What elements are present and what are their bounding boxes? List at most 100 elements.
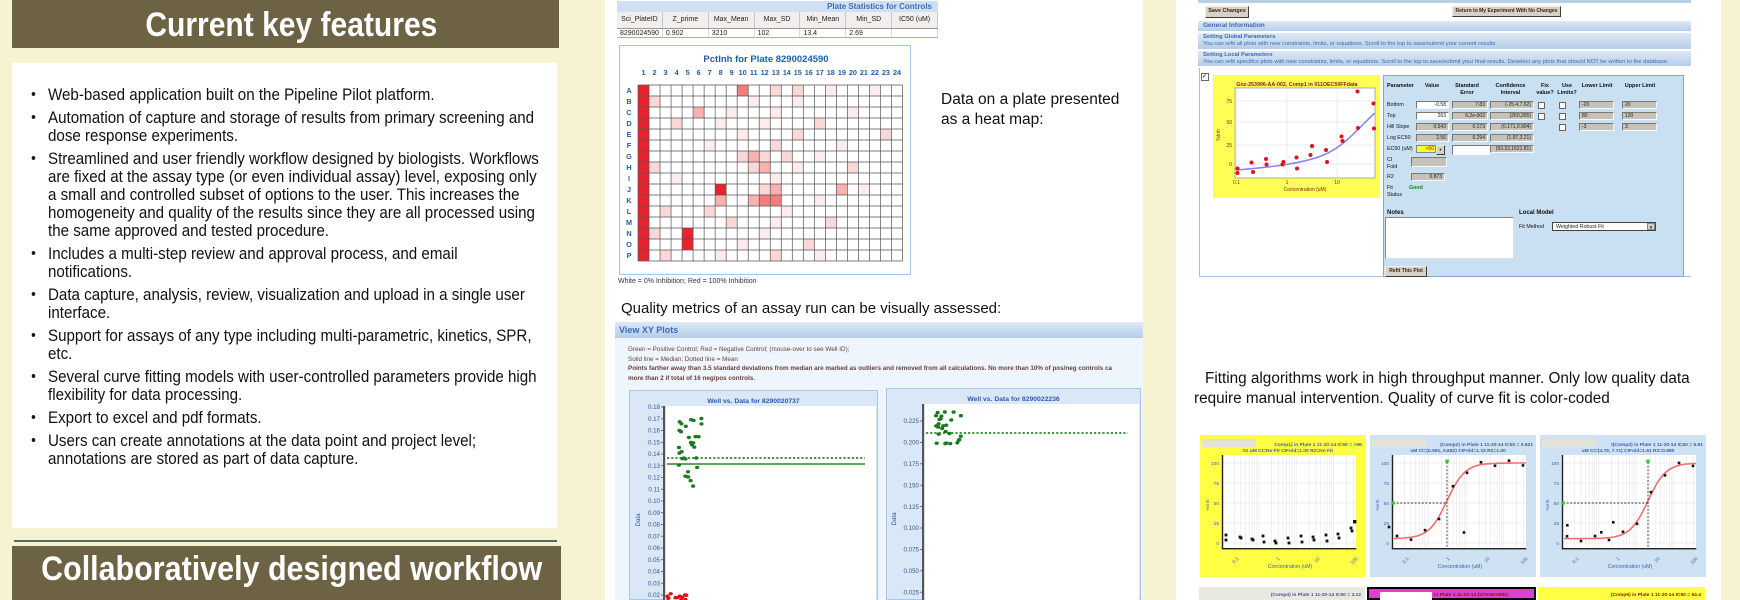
- svg-text:0.125: 0.125: [904, 504, 920, 511]
- svg-text:Comp1) in Plate 1 11-20-14 IC5: Comp1) in Plate 1 11-20-14 IC50 = >99.: [1274, 442, 1363, 448]
- svg-text:0.200: 0.200: [904, 440, 920, 447]
- svg-text:0.15: 0.15: [648, 440, 661, 447]
- svg-text:0.150: 0.150: [904, 482, 920, 489]
- svg-text:0: 0: [1216, 541, 1219, 547]
- svg-text:0.100: 0.100: [904, 525, 920, 532]
- svg-text:M: M: [626, 218, 632, 227]
- svg-text:%Inh: %Inh: [1545, 499, 1551, 510]
- svg-text:100: 100: [1211, 461, 1219, 467]
- svg-text:100: 100: [1551, 461, 1559, 467]
- svg-text:4: 4: [675, 68, 680, 77]
- svg-text:100: 100: [1381, 461, 1389, 467]
- svg-text:20: 20: [849, 68, 857, 77]
- svg-text:0.18: 0.18: [648, 404, 661, 411]
- svg-text:75: 75: [1214, 481, 1220, 487]
- svg-text:19: 19: [838, 68, 846, 77]
- svg-text:%Inh: %Inh: [1216, 129, 1222, 141]
- svg-text:01 uM CI=No Fit CIFold=1.00 R2: 01 uM CI=No Fit CIFold=1.00 R2=No Fit: [1243, 448, 1333, 454]
- svg-text:t(Comp3) in Plate 1 11-20-14 I: t(Comp3) in Plate 1 11-20-14 IC50 = 5.91: [1611, 442, 1703, 448]
- svg-text:0.12: 0.12: [648, 475, 661, 482]
- svg-text:Data: Data: [635, 513, 642, 527]
- svg-text:I: I: [628, 174, 630, 183]
- svg-text:H: H: [626, 163, 631, 172]
- svg-text:18: 18: [827, 68, 835, 77]
- svg-text:14: 14: [783, 68, 792, 77]
- svg-text:0.1: 0.1: [1231, 556, 1240, 565]
- svg-text:0.075: 0.075: [904, 547, 920, 554]
- svg-text:10: 10: [1483, 556, 1491, 564]
- svg-text:10: 10: [739, 68, 747, 77]
- svg-text:Gnz-253996-AA-002, Comp1 in 01: Gnz-253996-AA-002, Comp1 in 011OEC50FFda…: [1236, 82, 1357, 88]
- svg-text:PctInh for Plate 8290024590: PctInh for Plate 8290024590: [703, 54, 828, 65]
- svg-text:16: 16: [805, 68, 813, 77]
- svg-text:0.1: 0.1: [1401, 556, 1410, 565]
- svg-text:50: 50: [1226, 120, 1232, 126]
- svg-text:17: 17: [816, 68, 824, 77]
- svg-text:1: 1: [1286, 180, 1289, 186]
- svg-text:10: 10: [1334, 180, 1340, 186]
- svg-text:25: 25: [1554, 521, 1560, 527]
- svg-text:Concentration (uM): Concentration (uM): [1284, 187, 1327, 193]
- svg-text:0.050: 0.050: [904, 568, 920, 575]
- svg-text:3: 3: [663, 68, 667, 77]
- svg-text:uM CI=(0.591, 0.682) CIFold=1.: uM CI=(0.591, 0.682) CIFold=1.15 R2=1.00: [1410, 448, 1506, 454]
- svg-text:Concentration (uM): Concentration (uM): [1438, 564, 1483, 570]
- svg-text:0.02: 0.02: [648, 592, 661, 599]
- svg-text:0: 0: [1386, 541, 1389, 547]
- svg-text:F: F: [627, 141, 632, 150]
- svg-text:0.14: 0.14: [648, 451, 661, 458]
- svg-text:0.025: 0.025: [904, 589, 920, 596]
- svg-text:J: J: [627, 185, 631, 194]
- svg-text:B: B: [626, 97, 631, 106]
- svg-text:9: 9: [730, 68, 734, 77]
- svg-text:0.10: 0.10: [648, 498, 661, 505]
- svg-text:1: 1: [1275, 556, 1281, 562]
- svg-text:13: 13: [772, 68, 780, 77]
- svg-text:75: 75: [1554, 481, 1560, 487]
- svg-text:0: 0: [1229, 162, 1232, 168]
- svg-text:0.08: 0.08: [648, 522, 661, 529]
- svg-text:12: 12: [761, 68, 769, 77]
- svg-text:Concentration (uM): Concentration (uM): [1608, 564, 1653, 570]
- svg-text:Concentration (uM): Concentration (uM): [1268, 564, 1313, 570]
- svg-text:0.16: 0.16: [648, 428, 661, 435]
- svg-text:A: A: [626, 86, 632, 95]
- svg-text:50: 50: [1554, 501, 1560, 507]
- svg-text:G: G: [626, 152, 632, 161]
- svg-text:1: 1: [641, 68, 645, 77]
- svg-text:5: 5: [686, 68, 690, 77]
- svg-text:0.03: 0.03: [648, 580, 661, 587]
- svg-text:P: P: [627, 251, 632, 260]
- svg-text:100: 100: [1350, 556, 1360, 566]
- svg-text:75: 75: [1384, 481, 1390, 487]
- svg-text:10: 10: [1313, 556, 1321, 564]
- svg-text:25: 25: [1226, 143, 1232, 149]
- svg-text:D: D: [626, 119, 631, 128]
- svg-text:0.175: 0.175: [904, 461, 920, 468]
- svg-text:O: O: [626, 240, 632, 249]
- svg-text:50: 50: [1214, 501, 1220, 507]
- svg-text:0: 0: [1556, 541, 1559, 547]
- svg-text:2: 2: [652, 68, 656, 77]
- svg-text:50: 50: [1384, 501, 1390, 507]
- svg-text:uM CI=(4.79, 7.71) CIFold=1.61: uM CI=(4.79, 7.71) CIFold=1.61 R2=0.980: [1582, 448, 1675, 454]
- svg-text:Well vs. Data for 8290020737: Well vs. Data for 8290020737: [707, 398, 800, 405]
- svg-text:Data: Data: [891, 512, 898, 526]
- svg-text:N: N: [626, 229, 631, 238]
- svg-text:8: 8: [719, 68, 723, 77]
- svg-text:7: 7: [708, 68, 712, 77]
- svg-text:0.06: 0.06: [648, 545, 661, 552]
- svg-text:75: 75: [1226, 99, 1232, 105]
- svg-text:(Comp2) in Plate 1 11-20-14 IC: (Comp2) in Plate 1 11-20-14 IC50 = 0.621: [1440, 442, 1533, 448]
- svg-text:11: 11: [750, 68, 758, 77]
- svg-text:23: 23: [882, 68, 890, 77]
- svg-text:Well vs. Data for 8290022236: Well vs. Data for 8290022236: [967, 396, 1060, 403]
- svg-text:100: 100: [1520, 556, 1530, 566]
- svg-text:21: 21: [860, 68, 868, 77]
- svg-text:0.04: 0.04: [648, 569, 661, 576]
- svg-text:0.1: 0.1: [1233, 180, 1240, 186]
- svg-text:L: L: [627, 207, 632, 216]
- svg-text:C: C: [626, 108, 632, 117]
- svg-text:0.07: 0.07: [648, 533, 661, 540]
- svg-text:%Inh: %Inh: [1205, 499, 1211, 510]
